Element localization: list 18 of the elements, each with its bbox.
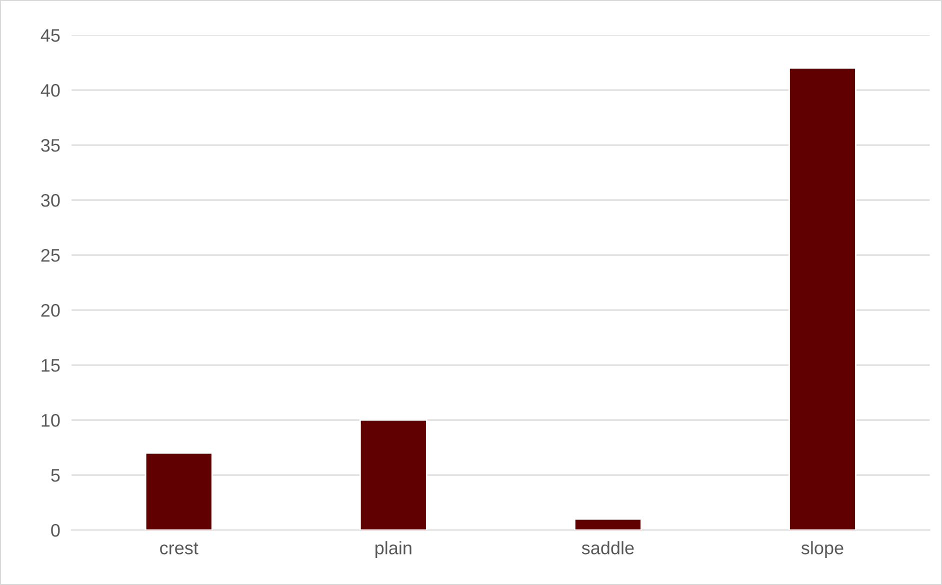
bar	[144, 452, 213, 530]
x-tick-label: plain	[375, 541, 412, 558]
y-tick-label: 10	[42, 414, 60, 427]
x-tick-label: crest	[160, 542, 198, 554]
y-tick-label: 0	[51, 524, 60, 537]
x-tick-label: slope	[801, 541, 844, 558]
bar	[359, 419, 428, 530]
bar	[574, 518, 642, 530]
y-tick-label: 5	[51, 469, 60, 482]
y-tick-label: 40	[40, 84, 60, 97]
y-tick-label: 25	[41, 248, 60, 262]
y-tick-label: 35	[41, 139, 60, 152]
bar	[788, 67, 856, 530]
x-tick-label: saddle	[582, 541, 634, 554]
y-tick-label: 20	[41, 304, 60, 317]
y-tick-label: 45	[40, 29, 60, 42]
y-tick-label: 15	[42, 359, 60, 372]
y-tick-label: 30	[41, 194, 60, 207]
